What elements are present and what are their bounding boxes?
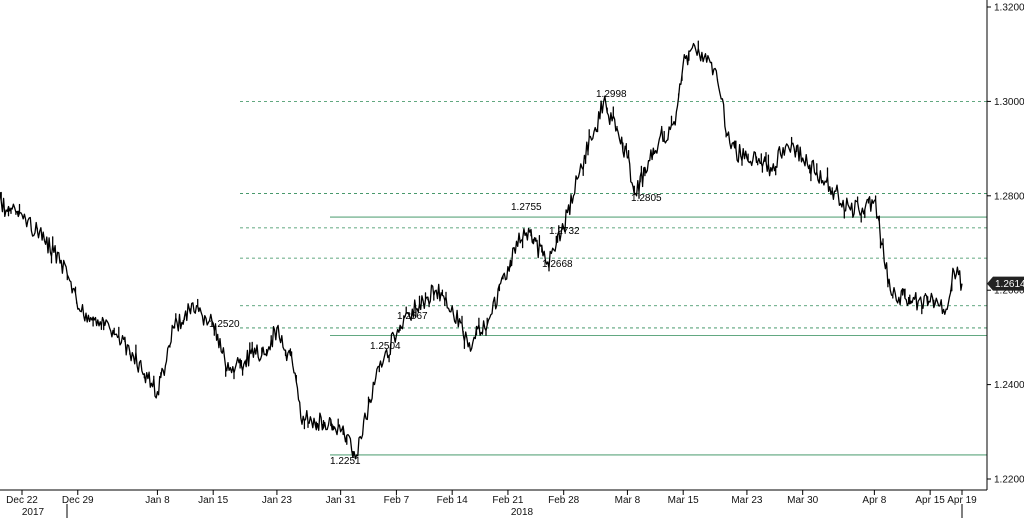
y-axis: 1.2200 1.2400 1.2600 1.2800 1.3000 1.3200 [986,0,1024,490]
annotation-label: 1.2998 [596,89,627,100]
y-tick-label: 1.3200 [994,3,1024,14]
level-lines [240,101,987,456]
annotation-label: 1.2668 [542,259,573,270]
x-tick-label: Mar 30 [787,495,819,506]
last-price-badge-bg [987,276,1024,291]
y-tick-label: 1.2200 [994,475,1024,486]
x-tick-label: Jan 8 [145,495,170,506]
annotation-labels: 1.2998 1.2755 1.2732 1.2805 1.2668 1.2520 1.25… [209,89,662,467]
annotation-label: 1.2520 [209,319,240,330]
x-tick-label: Jan 31 [326,495,356,506]
x-tick-label: Dec 22 [6,495,38,506]
year-label: 2017 [22,507,45,518]
x-tick-label: Jan 23 [262,495,292,506]
annotation-label: 1.2755 [511,202,542,213]
annotation-label: 1.2504 [370,341,401,352]
price-line [0,40,963,460]
x-tick-label: Mar 23 [731,495,763,506]
annotation-label: 1.2732 [549,226,580,237]
last-price-badge: 1.2614 [987,276,1024,291]
y-tick-label: 1.2800 [994,191,1024,202]
x-tick-label: Feb 14 [437,495,469,506]
x-tick-label: Feb 28 [548,495,580,506]
x-tick-label: Apr 15 [915,495,945,506]
annotation-label: 1.2805 [631,193,662,204]
year-label: 2018 [511,507,534,518]
x-tick-label: Feb 7 [384,495,410,506]
price-series [0,40,963,460]
x-tick-label: Dec 29 [62,495,94,506]
x-tick-label: Mar 8 [615,495,641,506]
x-tick-label: Apr 19 [947,495,977,506]
x-tick-label: Feb 21 [492,495,524,506]
x-tick-label: Mar 15 [668,495,700,506]
y-tick-label: 1.3000 [994,97,1024,108]
annotation-label: 1.2567 [397,311,428,322]
last-price-label: 1.2614 [995,279,1024,290]
y-tick-label: 1.2600 [994,286,1024,297]
y-tick-label: 1.2400 [994,380,1024,391]
x-axis: Dec 22 Dec 29 Jan 8 Jan 15 Jan 23 Jan 31 Feb 7… [0,489,987,518]
x-tick-label: Jan 15 [198,495,228,506]
annotation-label: 1.2251 [330,456,361,467]
x-tick-label: Apr 8 [862,495,886,506]
